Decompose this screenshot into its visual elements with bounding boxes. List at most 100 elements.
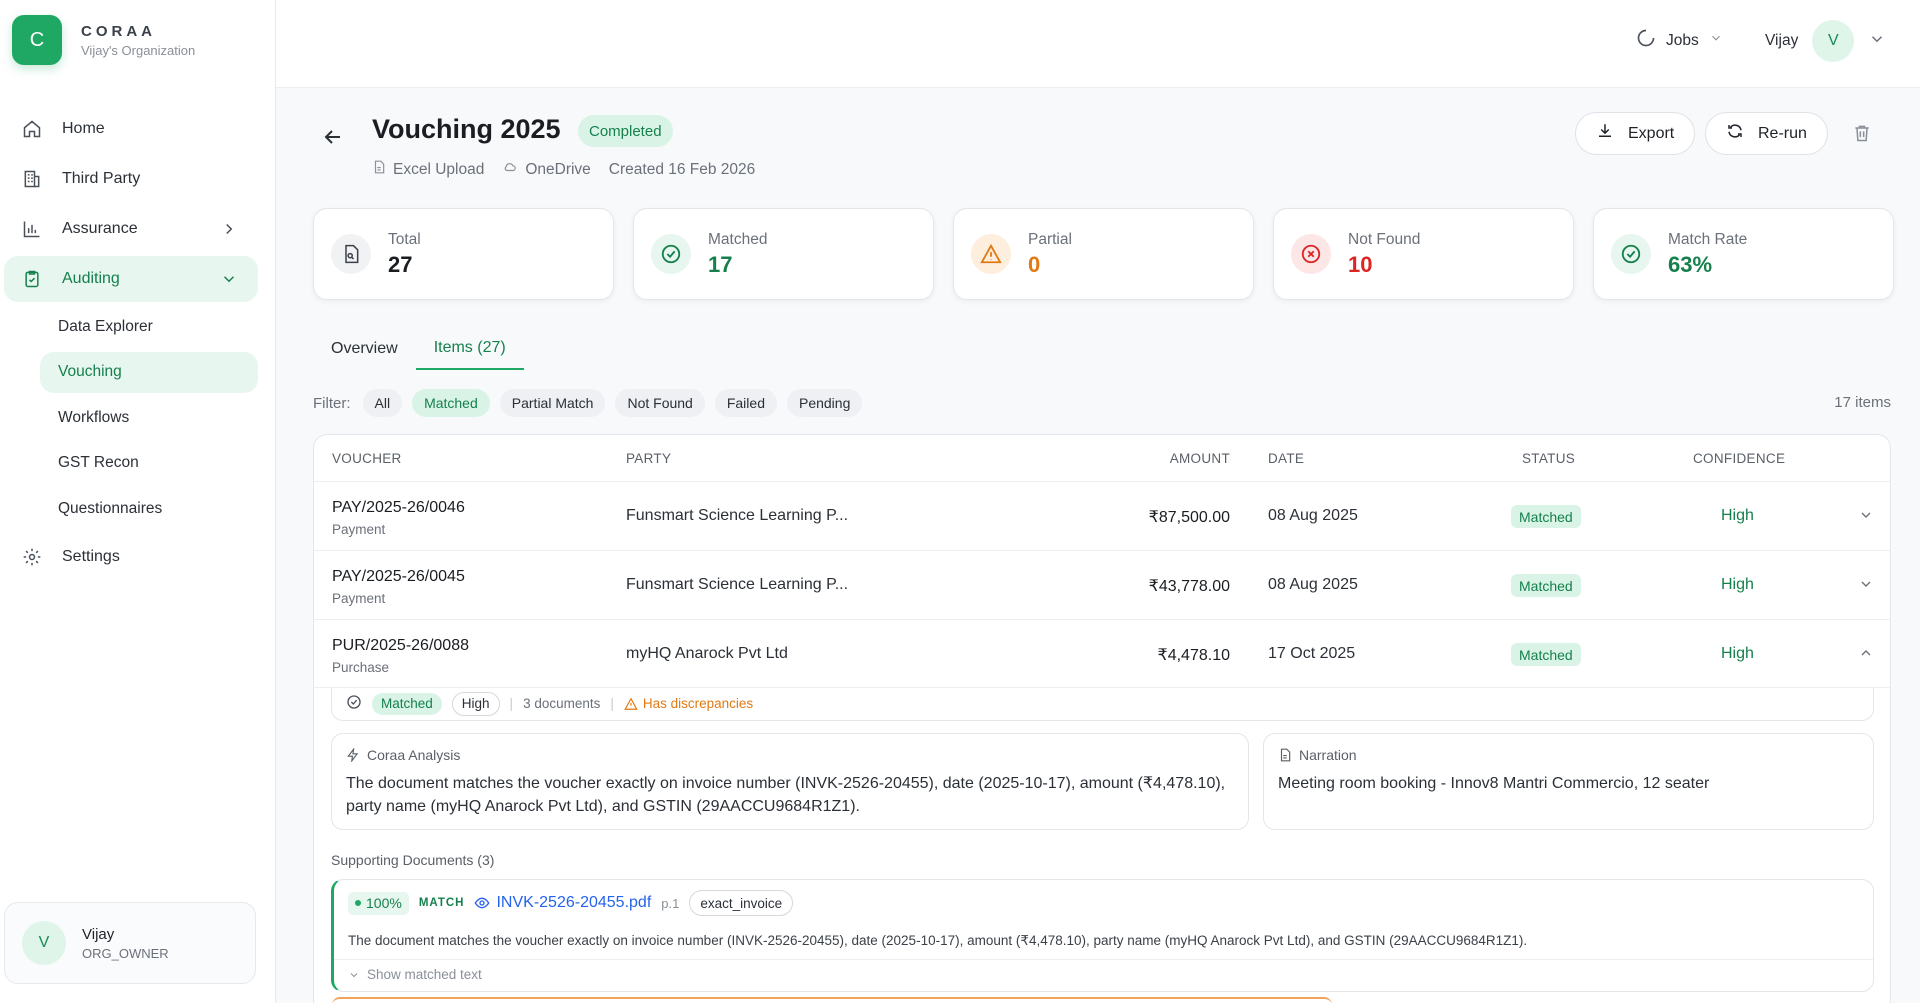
- filter-chip-matched[interactable]: Matched: [412, 389, 490, 417]
- table-row-expanded[interactable]: PUR/2025-26/0088 Purchase myHQ Anarock P…: [314, 620, 1890, 689]
- stat-value: 17: [708, 251, 733, 277]
- sidebar-item-assurance[interactable]: Assurance: [4, 206, 258, 252]
- party-name: Funsmart Science Learning P...: [626, 576, 849, 593]
- home-icon: [21, 118, 43, 140]
- jobs-menu[interactable]: Jobs: [1636, 28, 1723, 53]
- stat-value: 27: [388, 251, 413, 277]
- avatar: V: [22, 921, 66, 965]
- auditing-submenu: Data Explorer Vouching Workflows GST Rec…: [4, 306, 258, 529]
- stat-value: 10: [1348, 251, 1373, 277]
- column-header-voucher[interactable]: VOUCHER: [332, 451, 402, 466]
- voucher-type: Payment: [332, 591, 386, 606]
- sidebar-item-workflows[interactable]: Workflows: [58, 408, 130, 426]
- chevron-down-icon[interactable]: [1858, 576, 1876, 594]
- loading-spinner-icon: [1636, 28, 1656, 53]
- narration-text: Meeting room booking - Innov8 Mantri Com…: [1278, 775, 1710, 792]
- date: 08 Aug 2025: [1268, 507, 1358, 524]
- stat-label: Partial: [1028, 230, 1072, 248]
- sidebar-item-label: Assurance: [62, 220, 138, 237]
- sidebar-item-gst-recon[interactable]: GST Recon: [58, 454, 139, 471]
- confidence: High: [1721, 645, 1754, 662]
- filter-chip-partial-match[interactable]: Partial Match: [499, 389, 606, 417]
- sidebar-item-questionnaires[interactable]: Questionnaires: [58, 499, 163, 517]
- user-menu[interactable]: Vijay V: [1765, 20, 1886, 62]
- brand[interactable]: C CORAA Vijay's Organization: [12, 15, 195, 65]
- org-name: Vijay's Organization: [81, 42, 196, 58]
- stat-value: 63%: [1668, 251, 1713, 277]
- sparkle-icon: [347, 748, 359, 762]
- amount: ₹43,778.00: [1148, 578, 1230, 595]
- panel-title: Coraa Analysis: [367, 747, 461, 763]
- cloud-icon: [502, 160, 518, 179]
- filter-chip-failed[interactable]: Failed: [714, 389, 777, 417]
- filter-chip-not-found[interactable]: Not Found: [615, 389, 705, 417]
- panel-header: Narration: [1278, 747, 1859, 763]
- tab-items[interactable]: Items (27): [415, 328, 524, 370]
- warning-icon: [971, 234, 1011, 274]
- status-badge: Matched: [1511, 643, 1581, 666]
- document-filename: INVK-2526-20455.pdf: [496, 894, 652, 911]
- export-label: Export: [1628, 124, 1675, 142]
- table-row[interactable]: PAY/2025-26/0046 Payment Funsmart Scienc…: [314, 482, 1890, 551]
- discrepancy-warning: Has discrepancies: [624, 696, 753, 711]
- status-badge: Matched: [1511, 574, 1581, 597]
- stat-label: Matched: [708, 230, 768, 248]
- sidebar-item-label: Third Party: [62, 170, 141, 187]
- sidebar-item-label: Settings: [62, 547, 120, 565]
- filter-bar: Filter: All Matched Partial Match Not Fo…: [313, 389, 863, 417]
- divider: |: [610, 696, 614, 711]
- storage-meta: OneDrive: [502, 160, 591, 179]
- expanded-detail: Matched High | 3 documents | Has discrep…: [331, 687, 1874, 992]
- chevron-up-icon[interactable]: [1858, 645, 1876, 663]
- page-title: Vouching 2025: [372, 114, 561, 144]
- vouchers-table: VOUCHER PARTY AMOUNT DATE STATUS CONFIDE…: [313, 434, 1891, 1003]
- tab-overview[interactable]: Overview: [331, 340, 398, 357]
- analysis-panels: Coraa Analysis The document matches the …: [331, 733, 1874, 830]
- column-header-amount[interactable]: AMOUNT: [1169, 451, 1230, 466]
- column-header-party[interactable]: PARTY: [626, 451, 672, 466]
- sidebar-item-label: Auditing: [62, 270, 120, 287]
- show-matched-text-toggle[interactable]: Show matched text: [348, 967, 482, 982]
- trash-icon[interactable]: [1852, 123, 1872, 143]
- document-link[interactable]: INVK-2526-20455.pdf: [474, 894, 651, 912]
- building-icon: [21, 168, 43, 190]
- voucher-type: Purchase: [332, 660, 390, 675]
- user-card[interactable]: V Vijay ORG_OWNER: [4, 902, 256, 984]
- filter-chip-all[interactable]: All: [362, 389, 403, 417]
- x-circle-icon: [1291, 234, 1331, 274]
- tab-bar: Overview Items (27): [313, 328, 524, 370]
- bar-chart-icon: [21, 218, 43, 240]
- filter-label: Filter:: [313, 394, 351, 412]
- sidebar-item-settings[interactable]: Settings: [4, 534, 258, 580]
- stat-value: 0: [1028, 251, 1041, 277]
- stat-card-matched: Matched 17: [633, 208, 934, 300]
- rerun-button[interactable]: Re-run: [1705, 112, 1828, 155]
- export-button[interactable]: Export: [1575, 112, 1696, 155]
- chevron-down-icon: [350, 972, 358, 977]
- column-header-confidence[interactable]: CONFIDENCE: [1693, 451, 1786, 466]
- sidebar-item-third-party[interactable]: Third Party: [4, 156, 258, 202]
- status-badge: Matched: [1511, 505, 1581, 528]
- filter-chip-pending[interactable]: Pending: [786, 389, 863, 417]
- voucher-id: PAY/2025-26/0046: [332, 499, 465, 516]
- sidebar-item-home[interactable]: Home: [4, 106, 258, 152]
- column-header-date[interactable]: DATE: [1268, 451, 1305, 466]
- date: 17 Oct 2025: [1268, 645, 1356, 662]
- gear-icon: [21, 546, 43, 568]
- sidebar-item-auditing[interactable]: Auditing: [4, 256, 258, 302]
- file-icon: [372, 160, 386, 179]
- match-percent-badge: 100%: [348, 891, 409, 915]
- sidebar-item-data-explorer[interactable]: Data Explorer: [58, 317, 153, 335]
- check-circle-icon: [651, 234, 691, 274]
- table-row[interactable]: PAY/2025-26/0045 Payment Funsmart Scienc…: [314, 551, 1890, 620]
- chevron-down-icon[interactable]: [1858, 507, 1876, 525]
- stat-card-not-found: Not Found 10: [1273, 208, 1574, 300]
- stat-label: Not Found: [1348, 230, 1421, 248]
- chevron-down-icon: [220, 270, 238, 288]
- sidebar-item-vouching[interactable]: Vouching: [40, 351, 258, 393]
- back-arrow-icon[interactable]: [321, 125, 345, 149]
- column-header-status[interactable]: STATUS: [1522, 451, 1576, 466]
- narration-panel: Narration Meeting room booking - Innov8 …: [1263, 733, 1874, 830]
- status-badge: Matched: [372, 692, 442, 715]
- stat-label: Match Rate: [1668, 230, 1748, 248]
